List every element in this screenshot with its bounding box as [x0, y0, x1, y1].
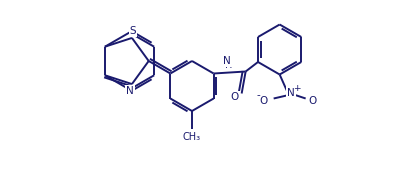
Text: +: + — [293, 84, 300, 93]
Text: N: N — [287, 88, 295, 97]
Text: N: N — [126, 86, 134, 96]
Text: O: O — [259, 96, 268, 105]
Text: O: O — [309, 96, 317, 105]
Text: H: H — [225, 60, 232, 69]
Text: S: S — [129, 26, 136, 36]
Text: O: O — [231, 93, 239, 102]
Text: CH₃: CH₃ — [183, 132, 201, 142]
Text: -: - — [257, 90, 261, 101]
Text: N: N — [223, 56, 231, 65]
